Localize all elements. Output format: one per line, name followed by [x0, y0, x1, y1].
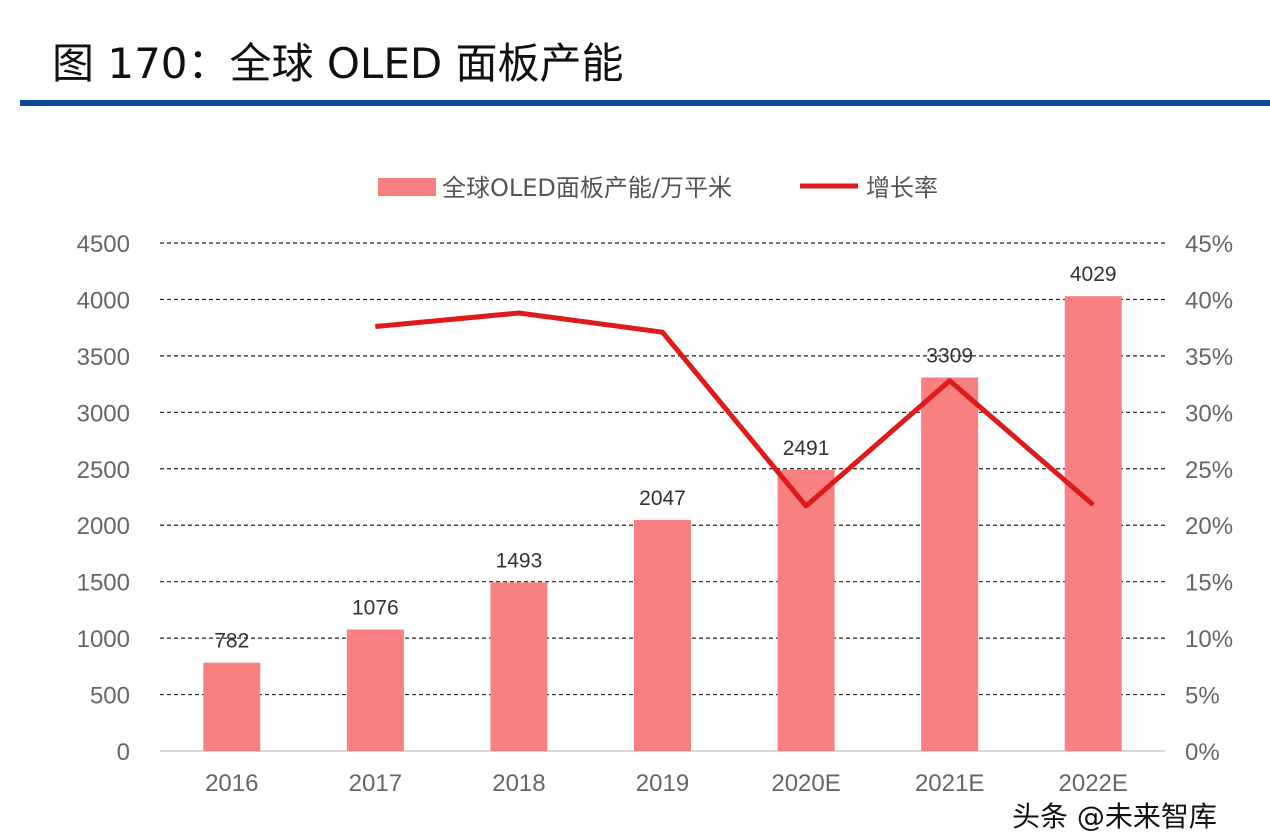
legend-bar-label: 全球OLED面板产能/万平米	[442, 174, 732, 202]
y-left-tick-label: 3000	[77, 400, 130, 427]
watermark: 头条 @未来智库	[1012, 800, 1217, 833]
y-left-tick-label: 0	[117, 739, 130, 766]
bar-data-label: 2047	[639, 487, 686, 510]
legend-line-label: 增长率	[866, 174, 938, 202]
y-left-tick-label: 4000	[77, 287, 130, 314]
y-right-tick-label: 0%	[1185, 739, 1220, 766]
y-left-tick-label: 1500	[77, 570, 130, 597]
y-right-tick-label: 30%	[1185, 400, 1233, 427]
legend-bar-swatch	[378, 178, 436, 196]
bar-data-label: 782	[214, 630, 249, 653]
y-left-tick-label: 2000	[77, 513, 130, 540]
bar-data-label: 1493	[496, 549, 543, 572]
bar-2016	[203, 662, 261, 751]
x-tick-label: 2019	[636, 770, 689, 797]
bar-data-label: 2491	[783, 437, 830, 460]
y-right-tick-label: 35%	[1185, 344, 1233, 371]
y-right-tick-label: 5%	[1185, 683, 1220, 710]
y-right-tick-label: 10%	[1185, 626, 1233, 653]
y-right-tick-label: 20%	[1185, 513, 1233, 540]
title-rule	[20, 100, 1270, 106]
y-right-tick-label: 25%	[1185, 457, 1233, 484]
bar-2017	[346, 629, 404, 751]
growth-rate-line	[375, 310, 1095, 509]
figure-title: 图 170：全球 OLED 面板产能	[52, 39, 624, 88]
y-left-tick-label: 500	[90, 683, 130, 710]
y-right-tick-label: 45%	[1185, 231, 1233, 258]
bar-2021E	[921, 377, 979, 751]
x-tick-label: 2022E	[1059, 770, 1128, 797]
x-tick-label: 2018	[492, 770, 545, 797]
y-left-tick-label: 2500	[77, 457, 130, 484]
y-left-tick-label: 4500	[77, 231, 130, 258]
x-tick-label: 2017	[349, 770, 402, 797]
bar-2018	[490, 582, 548, 751]
bar-2022E	[1064, 296, 1122, 751]
bar-data-label: 3309	[926, 344, 973, 367]
x-tick-label: 2016	[205, 770, 258, 797]
y-right-tick-label: 15%	[1185, 570, 1233, 597]
bar-2019	[634, 519, 691, 751]
x-tick-label: 2021E	[915, 770, 984, 797]
y-right-tick-label: 40%	[1185, 287, 1233, 314]
x-tick-label: 2020E	[771, 770, 840, 797]
y-left-tick-label: 3500	[77, 344, 130, 371]
bar-2020E	[777, 469, 835, 751]
bar-data-label: 4029	[1070, 263, 1117, 286]
bar-data-label: 1076	[352, 597, 399, 620]
y-left-tick-label: 1000	[77, 626, 130, 653]
